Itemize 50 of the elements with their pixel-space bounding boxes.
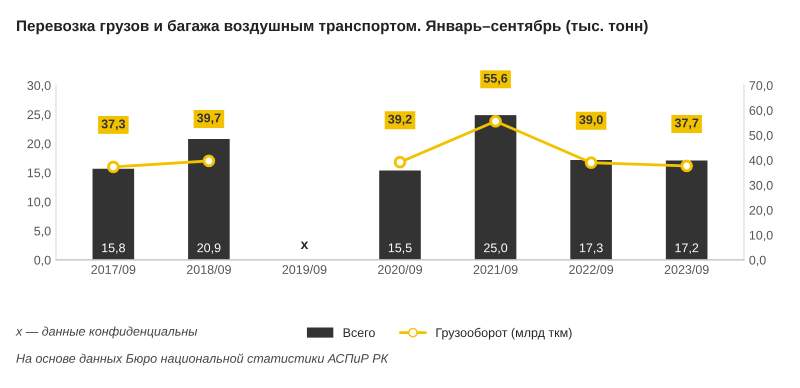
data-label: 20,9 <box>197 243 220 254</box>
x-tick-label: 2018/09 <box>186 264 231 274</box>
data-label: 15,5 <box>388 244 412 254</box>
y2-tick-label: 40,0 <box>749 156 773 166</box>
y2-tick-label: 10,0 <box>750 230 773 242</box>
point <box>489 115 502 128</box>
data-label: 17,2 <box>675 243 698 254</box>
x-tick-label: 2020/09 <box>378 264 422 274</box>
x-tick-label: 2022/09 <box>569 264 614 274</box>
bar <box>664 159 709 260</box>
y-tick-label: 10,0 <box>28 198 51 208</box>
x-tick-label: 2017/09 <box>91 264 136 274</box>
y2-tick-label: 70,0 <box>750 81 773 92</box>
y2-tick-label: 30,0 <box>749 180 773 192</box>
data-label: 37,3 <box>101 119 126 130</box>
bar <box>186 138 232 260</box>
chart-title: Перевозка грузов и багажа воздушным транспортом. Январь–сентябрь (тыс. тонн) <box>17 20 648 34</box>
y-tick-label: 25,0 <box>27 110 51 121</box>
x-tick-label: 2019/09 <box>282 264 326 274</box>
data-label: 55,6 <box>484 74 508 85</box>
y-tick-label: 20,0 <box>27 139 51 150</box>
data-label: 15,8 <box>102 243 125 254</box>
annotation: x <box>300 242 308 249</box>
data-label: 39,2 <box>388 114 412 126</box>
x-tick-label: 2021/09 <box>474 264 518 274</box>
data-label: 39,7 <box>197 114 221 124</box>
bar <box>568 158 614 260</box>
point <box>107 160 120 174</box>
x-tick-label: 2023/09 <box>664 264 709 274</box>
data-label: 17,3 <box>580 243 603 254</box>
point <box>584 156 598 169</box>
y2-tick-label: 20,0 <box>749 206 773 216</box>
data-label: 25,0 <box>484 243 508 254</box>
y2-tick-label: 50,0 <box>749 131 773 142</box>
legend-label: Грузооборот (млрд ткм) <box>436 328 572 340</box>
data-label: 37,7 <box>674 118 698 130</box>
y-tick-label: 0,0 <box>34 256 51 266</box>
point <box>394 156 406 168</box>
point <box>680 160 693 172</box>
y2-tick-label: 0,0 <box>749 256 766 266</box>
y-tick-label: 15,0 <box>28 168 51 179</box>
bar <box>473 114 518 260</box>
point <box>202 154 216 168</box>
data-label: 39,0 <box>579 115 603 126</box>
y-tick-label: 5,0 <box>34 226 51 237</box>
text: На основе данных Бюро национальной статистики АСПиР РК <box>16 354 389 366</box>
legend-label: Всего <box>344 328 375 338</box>
y2-tick-label: 60,0 <box>749 106 773 116</box>
text: x — данные конфиденциальны <box>16 326 198 338</box>
y-tick-label: 30,0 <box>27 81 51 92</box>
